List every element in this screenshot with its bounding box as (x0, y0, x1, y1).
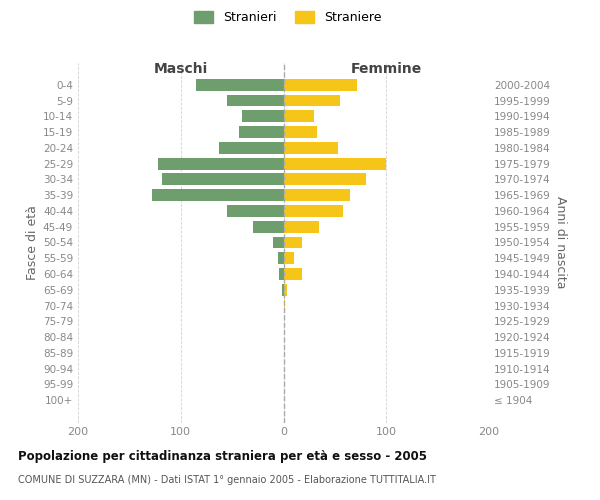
Y-axis label: Fasce di età: Fasce di età (26, 205, 39, 280)
Text: COMUNE DI SUZZARA (MN) - Dati ISTAT 1° gennaio 2005 - Elaborazione TUTTITALIA.IT: COMUNE DI SUZZARA (MN) - Dati ISTAT 1° g… (18, 475, 436, 485)
Bar (239, 126, 284, 138)
Bar (284, 79, 358, 90)
Text: Femmine: Femmine (350, 62, 422, 76)
Bar (227, 94, 284, 106)
Text: Maschi: Maschi (154, 62, 208, 76)
Bar (284, 236, 302, 248)
Bar (162, 174, 284, 186)
Bar (284, 174, 366, 186)
Bar (284, 126, 317, 138)
Bar (284, 284, 287, 296)
Bar (280, 268, 284, 280)
Bar (284, 190, 350, 201)
Bar (284, 268, 302, 280)
Bar (158, 158, 284, 170)
Bar (284, 158, 386, 170)
Text: Popolazione per cittadinanza straniera per età e sesso - 2005: Popolazione per cittadinanza straniera p… (18, 450, 427, 463)
Bar (227, 205, 284, 217)
Y-axis label: Anni di nascita: Anni di nascita (554, 196, 567, 289)
Bar (152, 190, 284, 201)
Bar (219, 142, 284, 154)
Bar (284, 252, 294, 264)
Bar (284, 142, 338, 154)
Bar (284, 205, 343, 217)
Bar (253, 221, 284, 232)
Bar (196, 79, 284, 90)
Bar (284, 94, 340, 106)
Bar (278, 252, 284, 264)
Bar (242, 110, 284, 122)
Bar (284, 221, 319, 232)
Bar (273, 236, 284, 248)
Legend: Stranieri, Straniere: Stranieri, Straniere (190, 6, 386, 29)
Bar (283, 284, 284, 296)
Bar (284, 110, 314, 122)
